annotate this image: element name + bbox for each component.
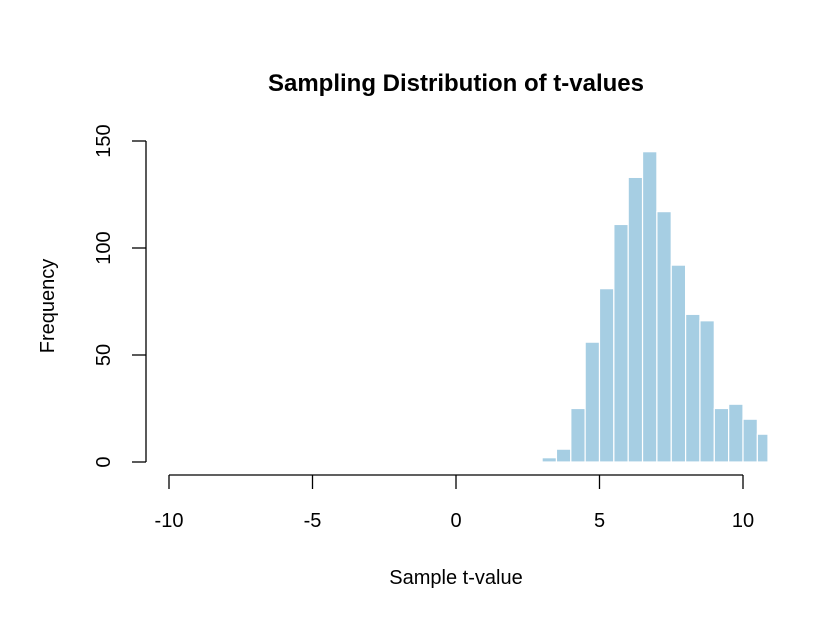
- y-tick-label: 50: [93, 344, 115, 366]
- y-tick-label: 0: [93, 456, 115, 467]
- y-axis: 0 50 100 150: [93, 124, 147, 468]
- histogram-bar: [555, 448, 572, 463]
- histogram-bar: [742, 418, 758, 463]
- histogram-bar: [598, 288, 615, 463]
- histogram-bar: [641, 151, 658, 463]
- x-axis-title: Sample t-value: [389, 567, 522, 589]
- chart-title: Sampling Distribution of t-values: [268, 70, 644, 97]
- bars-layer: [541, 151, 769, 463]
- histogram-bar: [570, 407, 586, 463]
- y-tick-label: 150: [93, 124, 115, 157]
- x-tick-label: 5: [594, 510, 605, 532]
- y-tick-label: 100: [93, 231, 115, 264]
- histogram-bar: [627, 176, 644, 463]
- histogram-bar: [541, 457, 558, 463]
- histogram-bar: [613, 223, 629, 463]
- x-tick-label: 10: [732, 510, 754, 532]
- histogram-bar: [584, 341, 601, 463]
- histogram-bar: [684, 313, 701, 463]
- x-tick-label: -10: [155, 510, 184, 532]
- histogram-bar: [699, 320, 715, 463]
- histogram-bar: [656, 211, 672, 463]
- histogram-bar: [713, 407, 730, 463]
- x-tick-label: 0: [450, 510, 461, 532]
- x-axis: -10 -5 0 5 10: [155, 474, 754, 532]
- histogram-bar: [756, 433, 769, 463]
- x-tick-label: -5: [304, 510, 322, 532]
- y-axis-title: Frequency: [37, 259, 59, 354]
- histogram-bar: [670, 264, 687, 463]
- histogram-bar: [728, 403, 744, 463]
